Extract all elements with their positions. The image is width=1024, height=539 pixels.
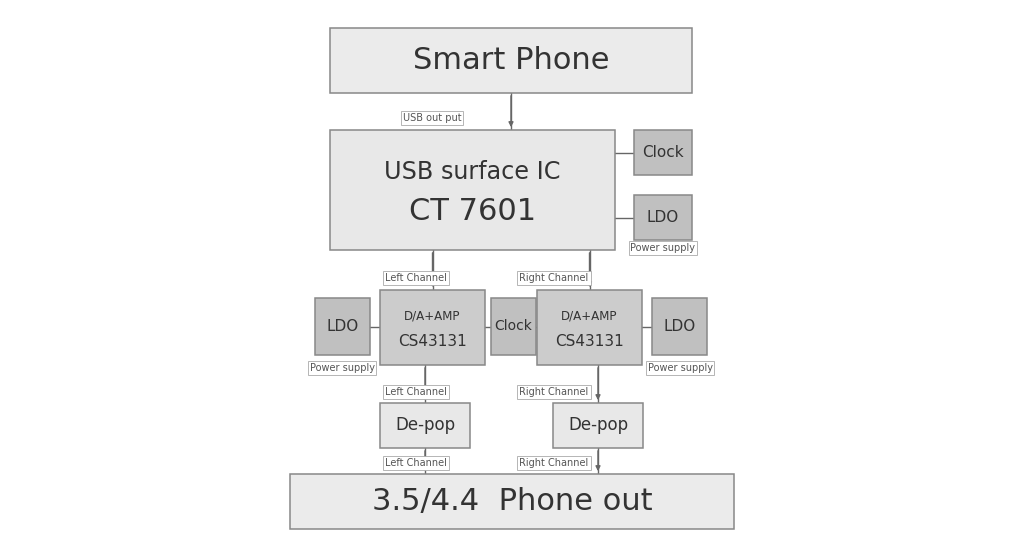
- Bar: [315, 298, 370, 355]
- Text: Left Channel: Left Channel: [385, 458, 446, 468]
- Bar: [537, 290, 642, 365]
- Text: CS43131: CS43131: [555, 334, 624, 349]
- Text: Right Channel: Right Channel: [519, 273, 589, 283]
- Bar: [652, 298, 707, 355]
- Text: Power supply: Power supply: [309, 363, 375, 373]
- Bar: [380, 290, 485, 365]
- Bar: [330, 28, 692, 93]
- Text: Left Channel: Left Channel: [385, 387, 446, 397]
- Text: Power supply: Power supply: [647, 363, 713, 373]
- Bar: [634, 130, 692, 175]
- Bar: [490, 298, 536, 355]
- Text: CT 7601: CT 7601: [409, 197, 536, 226]
- Text: USB out put: USB out put: [402, 113, 462, 123]
- Text: Right Channel: Right Channel: [519, 458, 589, 468]
- Text: Power supply: Power supply: [631, 243, 695, 253]
- Bar: [380, 403, 470, 448]
- Bar: [290, 474, 734, 529]
- Text: De-pop: De-pop: [395, 417, 455, 434]
- Text: De-pop: De-pop: [568, 417, 628, 434]
- Text: LDO: LDO: [327, 319, 358, 334]
- Text: Right Channel: Right Channel: [519, 387, 589, 397]
- Text: CS43131: CS43131: [398, 334, 467, 349]
- Text: Smart Phone: Smart Phone: [413, 46, 609, 75]
- Text: USB surface IC: USB surface IC: [384, 160, 561, 184]
- Text: LDO: LDO: [647, 210, 679, 225]
- Bar: [634, 195, 692, 240]
- Text: D/A+AMP: D/A+AMP: [404, 310, 461, 323]
- Text: Left Channel: Left Channel: [385, 273, 446, 283]
- Bar: [553, 403, 643, 448]
- Text: Clock: Clock: [642, 145, 684, 160]
- Text: Clock: Clock: [495, 320, 532, 334]
- Text: 3.5/4.4  Phone out: 3.5/4.4 Phone out: [372, 487, 652, 516]
- Bar: [330, 130, 615, 250]
- Text: LDO: LDO: [664, 319, 695, 334]
- Text: D/A+AMP: D/A+AMP: [561, 310, 617, 323]
